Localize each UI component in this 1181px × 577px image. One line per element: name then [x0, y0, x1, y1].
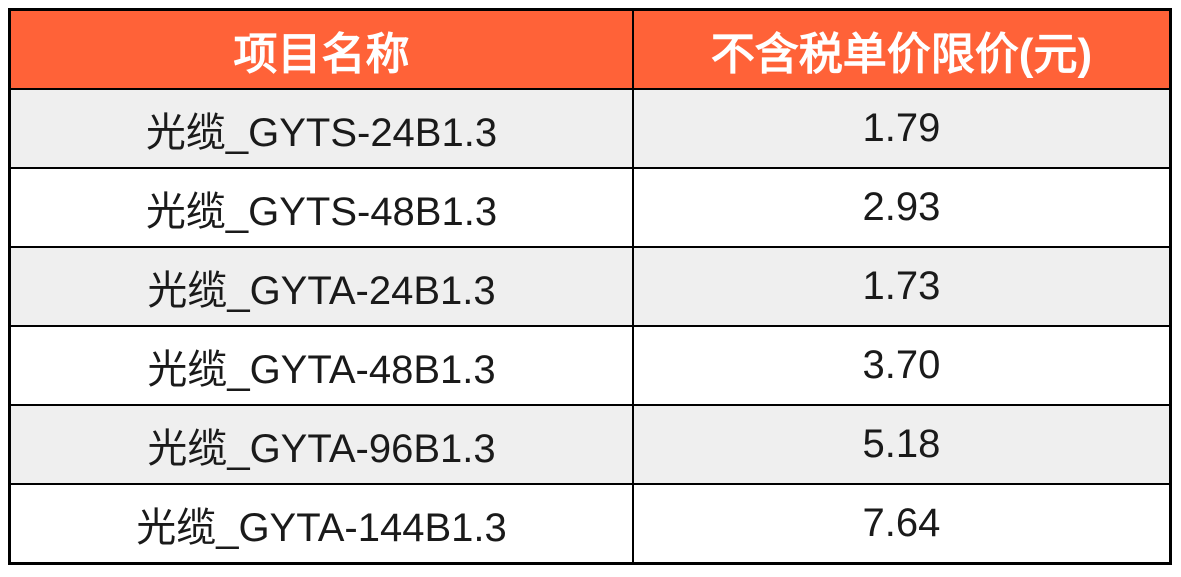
- price-limit-cell: 3.70: [631, 325, 1172, 406]
- table-row: 光缆_GYTS-48B1.3 2.93: [8, 167, 1172, 248]
- project-name-cell: 光缆_GYTS-48B1.3: [8, 167, 634, 248]
- table-header: 项目名称 不含税单价限价(元): [8, 8, 1172, 90]
- project-name-cell: 光缆_GYTS-24B1.3: [8, 88, 634, 169]
- table-row: 光缆_GYTA-48B1.3 3.70: [8, 325, 1172, 406]
- table-row: 光缆_GYTA-24B1.3 1.73: [8, 246, 1172, 327]
- project-name-cell: 光缆_GYTA-96B1.3: [8, 404, 634, 485]
- table-body: 光缆_GYTS-24B1.3 1.79 光缆_GYTS-48B1.3 2.93 光缆_G…: [8, 88, 1172, 565]
- project-name-cell: 光缆_GYTA-144B1.3: [8, 483, 634, 565]
- column-header-price-limit: 不含税单价限价(元): [631, 8, 1172, 90]
- price-limit-cell: 1.73: [631, 246, 1172, 327]
- table-row: 光缆_GYTA-96B1.3 5.18: [8, 404, 1172, 485]
- column-header-project-name: 项目名称: [8, 8, 634, 90]
- price-limit-cell: 7.64: [631, 483, 1172, 565]
- table-row: 光缆_GYTA-144B1.3 7.64: [8, 483, 1172, 565]
- price-limit-table: 项目名称 不含税单价限价(元) 光缆_GYTS-24B1.3 1.79 光缆_GYT…: [8, 8, 1172, 565]
- price-limit-cell: 1.79: [631, 88, 1172, 169]
- header-row: 项目名称 不含税单价限价(元): [8, 8, 1172, 90]
- project-name-cell: 光缆_GYTA-48B1.3: [8, 325, 634, 406]
- price-limit-cell: 2.93: [631, 167, 1172, 248]
- price-limit-cell: 5.18: [631, 404, 1172, 485]
- project-name-cell: 光缆_GYTA-24B1.3: [8, 246, 634, 327]
- table-row: 光缆_GYTS-24B1.3 1.79: [8, 88, 1172, 169]
